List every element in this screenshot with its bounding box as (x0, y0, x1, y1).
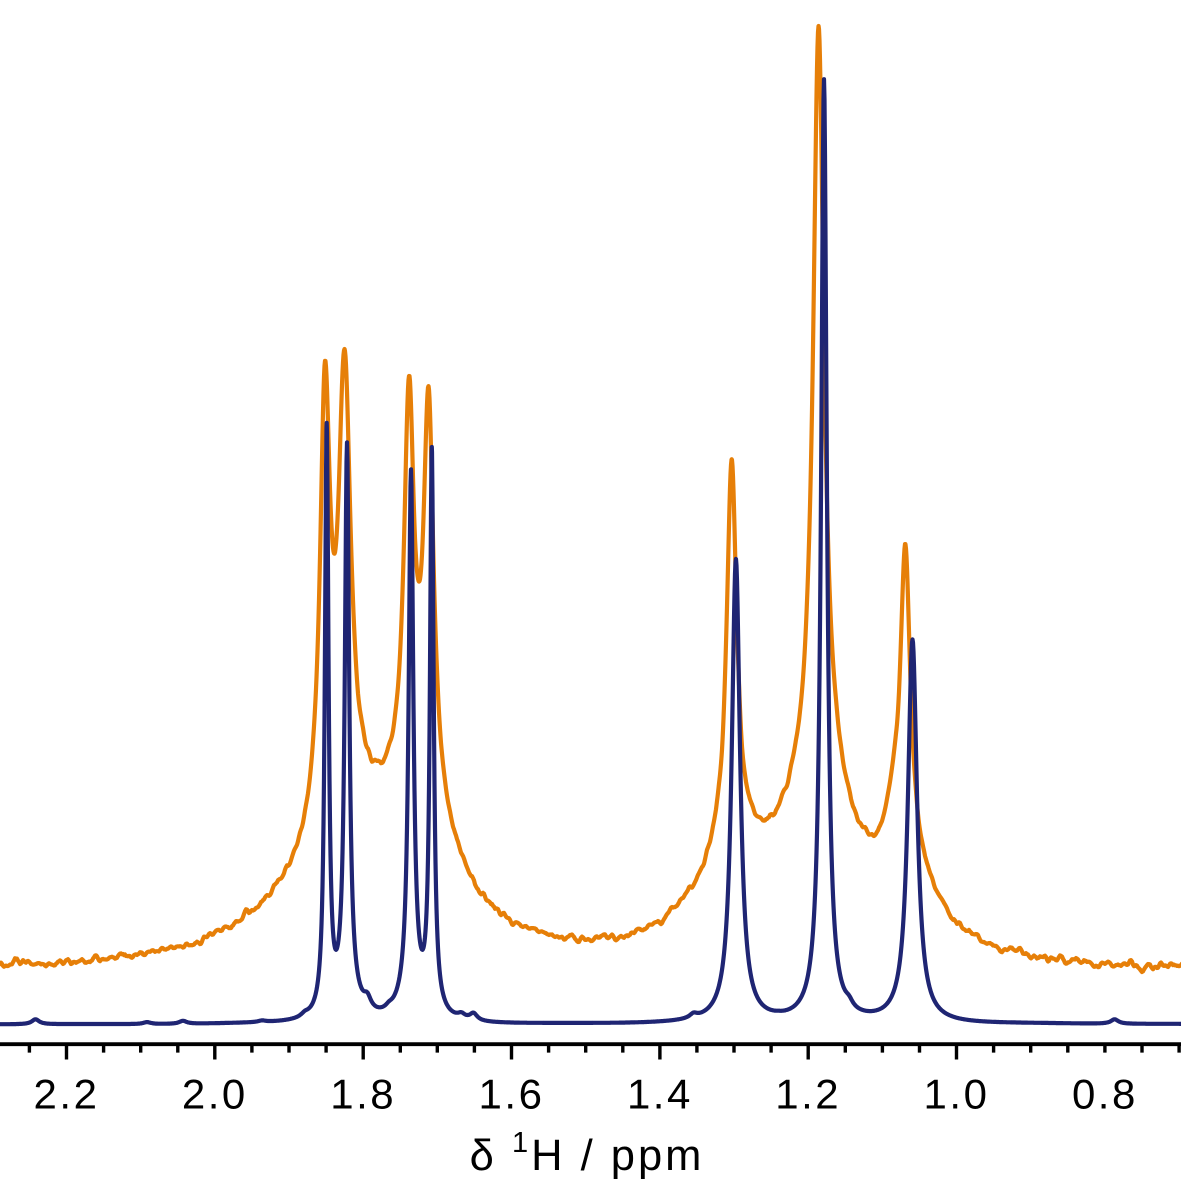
svg-text:2.0: 2.0 (182, 1071, 248, 1118)
svg-text:1.8: 1.8 (330, 1071, 396, 1118)
svg-text:δ 1H / ppm: δ 1H / ppm (470, 1127, 705, 1180)
svg-text:1.4: 1.4 (627, 1071, 693, 1118)
svg-text:1.6: 1.6 (479, 1071, 545, 1118)
svg-text:1.0: 1.0 (924, 1071, 990, 1118)
svg-text:1.2: 1.2 (775, 1071, 841, 1118)
svg-text:2.2: 2.2 (34, 1071, 100, 1118)
svg-text:0.8: 0.8 (1072, 1071, 1138, 1118)
